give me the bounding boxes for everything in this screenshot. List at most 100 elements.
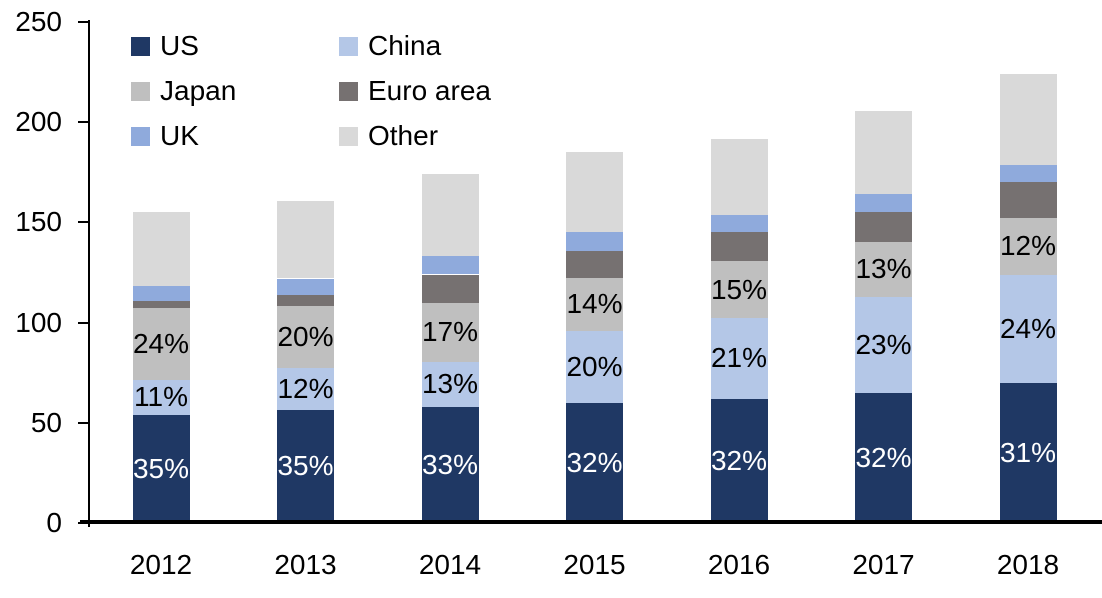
y-tick-mark [78, 221, 90, 224]
bar-segment-uk-2015 [566, 232, 623, 252]
bar-segment-uk-2012 [132, 285, 190, 301]
x-axis-label-2014: 2014 [418, 549, 482, 580]
segment-label-japan-2016: 15% [710, 273, 768, 305]
y-tick-mark [78, 121, 90, 124]
bar-segment-china-2012 [132, 379, 190, 415]
segment-label-china-2015: 20% [566, 350, 623, 382]
bar-segment-japan-2016 [710, 261, 768, 318]
x-axis-label-2015: 2015 [563, 549, 626, 580]
legend-label-euro-area: Euro area [368, 75, 491, 106]
segment-label-us-2012: 35% [132, 452, 190, 484]
bar-segment-us-2015 [566, 402, 623, 523]
segment-label-us-2016: 32% [710, 444, 768, 476]
bar-segment-us-2017 [855, 392, 912, 523]
x-axis-label-2013: 2013 [274, 549, 337, 580]
bar-segment-other-2017 [855, 111, 912, 195]
bar-segment-japan-2018 [999, 218, 1057, 275]
legend-item-china: China [339, 32, 491, 60]
bar-segment-euro-area-2014 [421, 274, 479, 303]
segment-label-japan-2015: 14% [566, 288, 623, 320]
bar-segment-uk-2017 [855, 194, 912, 213]
segment-label-us-2013: 35% [277, 450, 334, 482]
x-axis-label-2017: 2017 [852, 549, 915, 580]
legend-item-other: Other [339, 122, 491, 150]
legend-swatch-uk [131, 126, 150, 146]
legend-label-other: Other [368, 120, 439, 151]
bar-segment-us-2016 [710, 398, 768, 523]
x-axis-line [80, 520, 1102, 524]
segment-label-japan-2017: 13% [855, 253, 912, 285]
bar-segment-us-2013 [277, 409, 334, 523]
bar-segment-other-2018 [999, 74, 1057, 166]
y-tick-label: 0 [46, 507, 62, 538]
segment-label-us-2015: 32% [566, 446, 623, 478]
legend: US China Japan Euro area UK Other [131, 32, 491, 150]
bar-segment-euro-area-2018 [999, 182, 1057, 219]
y-tick-label: 150 [15, 206, 62, 238]
bar-segment-euro-area-2012 [132, 300, 190, 308]
segment-label-china-2013: 12% [277, 372, 334, 404]
bar-segment-us-2014 [421, 406, 479, 523]
segment-label-china-2018: 24% [999, 312, 1057, 344]
bar-segment-other-2013 [277, 201, 334, 279]
bar-segment-other-2015 [566, 152, 623, 233]
segment-label-china-2014: 13% [421, 368, 479, 400]
bar-segment-uk-2014 [421, 256, 479, 275]
segment-label-china-2016: 21% [710, 342, 768, 374]
y-tick-mark [78, 21, 90, 23]
bar-segment-china-2013 [277, 367, 334, 410]
bar-segment-japan-2014 [421, 302, 479, 362]
segment-label-us-2018: 31% [999, 436, 1057, 468]
bar-segment-euro-area-2013 [277, 294, 334, 306]
segment-label-japan-2012: 24% [132, 327, 190, 359]
legend-swatch-china [339, 36, 358, 56]
legend-item-euro-area: Euro area [339, 77, 491, 105]
legend-swatch-other [339, 126, 358, 146]
bar-segment-other-2016 [710, 139, 768, 216]
bar-segment-uk-2018 [999, 165, 1057, 183]
bar-segment-china-2015 [566, 330, 623, 403]
y-axis-line [88, 20, 90, 527]
bar-segment-japan-2017 [855, 242, 912, 297]
segment-label-china-2012: 11% [134, 381, 188, 413]
legend-label-us: US [160, 30, 199, 61]
bar-segment-uk-2016 [710, 215, 768, 233]
bar-segment-euro-area-2015 [566, 251, 623, 278]
y-tick-label: 200 [15, 106, 62, 138]
bar-segment-euro-area-2017 [855, 212, 912, 243]
segment-label-china-2017: 23% [855, 328, 912, 360]
y-tick-mark [78, 421, 90, 424]
segment-label-us-2017: 32% [855, 441, 912, 473]
y-tick-mark [78, 321, 90, 324]
legend-swatch-euro-area [339, 81, 358, 101]
bar-segment-china-2018 [999, 274, 1057, 383]
legend-swatch-us [131, 36, 150, 56]
bar-segment-japan-2015 [566, 277, 623, 331]
bar-segment-china-2014 [421, 361, 479, 407]
y-tick-label: 50 [30, 406, 62, 438]
bar-segment-china-2017 [855, 296, 912, 393]
legend-label-japan: Japan [160, 75, 237, 106]
legend-item-japan: Japan [131, 77, 339, 105]
bar-segment-other-2014 [421, 174, 479, 257]
y-tick-label: 250 [15, 6, 62, 37]
bar-segment-us-2018 [999, 382, 1057, 523]
bar-segment-japan-2012 [132, 307, 190, 380]
segment-label-us-2014: 33% [421, 448, 479, 480]
legend-item-us: US [131, 32, 339, 60]
bar-segment-china-2016 [710, 317, 768, 399]
bar-segment-uk-2013 [277, 278, 334, 295]
bar-segment-other-2012 [132, 212, 190, 286]
x-axis-label-2016: 2016 [707, 549, 771, 580]
x-axis-label-2012: 2012 [129, 549, 193, 580]
bar-segment-japan-2013 [277, 305, 334, 368]
legend-label-uk: UK [160, 120, 199, 151]
x-axis-label-2018: 2018 [996, 549, 1060, 580]
legend-label-china: China [368, 30, 442, 61]
segment-label-japan-2014: 17% [421, 316, 479, 348]
bar-segment-euro-area-2016 [710, 232, 768, 262]
legend-swatch-japan [131, 81, 150, 101]
y-tick-label: 100 [15, 306, 62, 338]
segment-label-japan-2013: 20% [277, 320, 334, 352]
